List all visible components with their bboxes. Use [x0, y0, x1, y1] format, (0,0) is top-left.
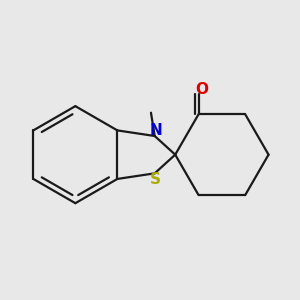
Text: O: O: [195, 82, 208, 97]
Text: S: S: [150, 172, 161, 188]
Text: N: N: [149, 123, 162, 138]
